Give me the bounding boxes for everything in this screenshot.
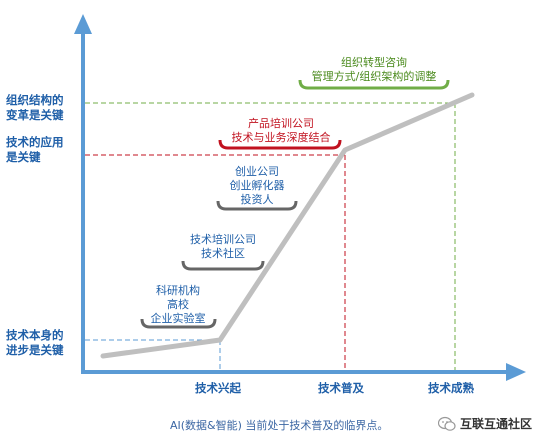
bracket-startup xyxy=(216,200,298,211)
stage-startup-item: 创业公司 xyxy=(235,165,279,178)
stage-training-item: 技术培训公司 xyxy=(190,233,256,246)
y-label-org-change: 组织结构的 变革是关键 xyxy=(6,93,64,123)
wechat-icon xyxy=(438,416,456,431)
bracket-training xyxy=(181,260,265,271)
stage-research: 科研机构 高校 企业实验室 xyxy=(138,284,218,326)
x-label-rise: 技术兴起 xyxy=(195,381,241,395)
bracket-org xyxy=(298,79,450,90)
stage-startup-item: 创业孵化器 xyxy=(229,179,285,192)
stage-startup-item: 投资人 xyxy=(240,193,274,206)
stage-product-item: 产品培训公司 xyxy=(248,117,314,130)
brand-name: 互联互通社区 xyxy=(460,417,533,431)
y-label-org-change-line1: 组织结构的 xyxy=(6,93,64,107)
caption: AI(数据&智能) 当前处于技术普及的临界点。 xyxy=(170,419,389,432)
stage-product: 产品培训公司 技术与业务深度结合 xyxy=(222,117,340,145)
x-axis-arrow xyxy=(506,363,526,381)
stage-research-item: 企业实验室 xyxy=(150,312,206,325)
stage-org-item: 管理方式/组织架构的调整 xyxy=(311,70,437,83)
stage-startup: 创业公司 创业孵化器 投资人 xyxy=(218,165,296,207)
adoption-curve xyxy=(100,92,475,359)
bracket-research xyxy=(140,318,217,329)
x-label-maturity: 技术成熟 xyxy=(428,381,474,395)
stage-org-item: 组织转型咨询 xyxy=(341,56,407,69)
stage-product-item: 技术与业务深度结合 xyxy=(231,131,331,144)
stage-research-item: 高校 xyxy=(167,298,189,311)
y-axis-arrow xyxy=(74,14,92,34)
y-label-application-line2: 是关键 xyxy=(6,150,41,164)
stage-org: 组织转型咨询 管理方式/组织架构的调整 xyxy=(300,56,448,84)
x-label-adoption: 技术普及 xyxy=(318,381,364,395)
y-label-application-line1: 技术的应用 xyxy=(6,135,64,149)
y-label-application: 技术的应用 是关键 xyxy=(6,135,64,165)
stage-training-item: 技术社区 xyxy=(201,247,245,260)
y-label-tech-progress: 技术本身的 进步是关键 xyxy=(6,328,64,358)
y-label-tech-progress-line2: 进步是关键 xyxy=(6,343,64,357)
y-label-org-change-line2: 变革是关键 xyxy=(6,108,64,122)
brand-mark: 互联互通社区 xyxy=(438,416,532,432)
y-label-tech-progress-line1: 技术本身的 xyxy=(6,328,64,342)
stage-training: 技术培训公司 技术社区 xyxy=(182,233,264,261)
stage-research-item: 科研机构 xyxy=(156,284,200,297)
bracket-product xyxy=(218,139,342,150)
